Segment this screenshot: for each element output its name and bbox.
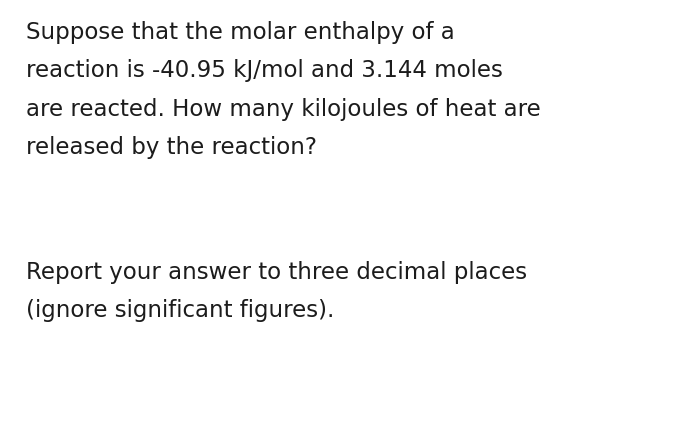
Text: Report your answer to three decimal places
(ignore significant figures).: Report your answer to three decimal plac…: [26, 261, 527, 322]
Text: Suppose that the molar enthalpy of a
reaction is -40.95 kJ/mol and 3.144 moles
a: Suppose that the molar enthalpy of a rea…: [26, 21, 541, 159]
